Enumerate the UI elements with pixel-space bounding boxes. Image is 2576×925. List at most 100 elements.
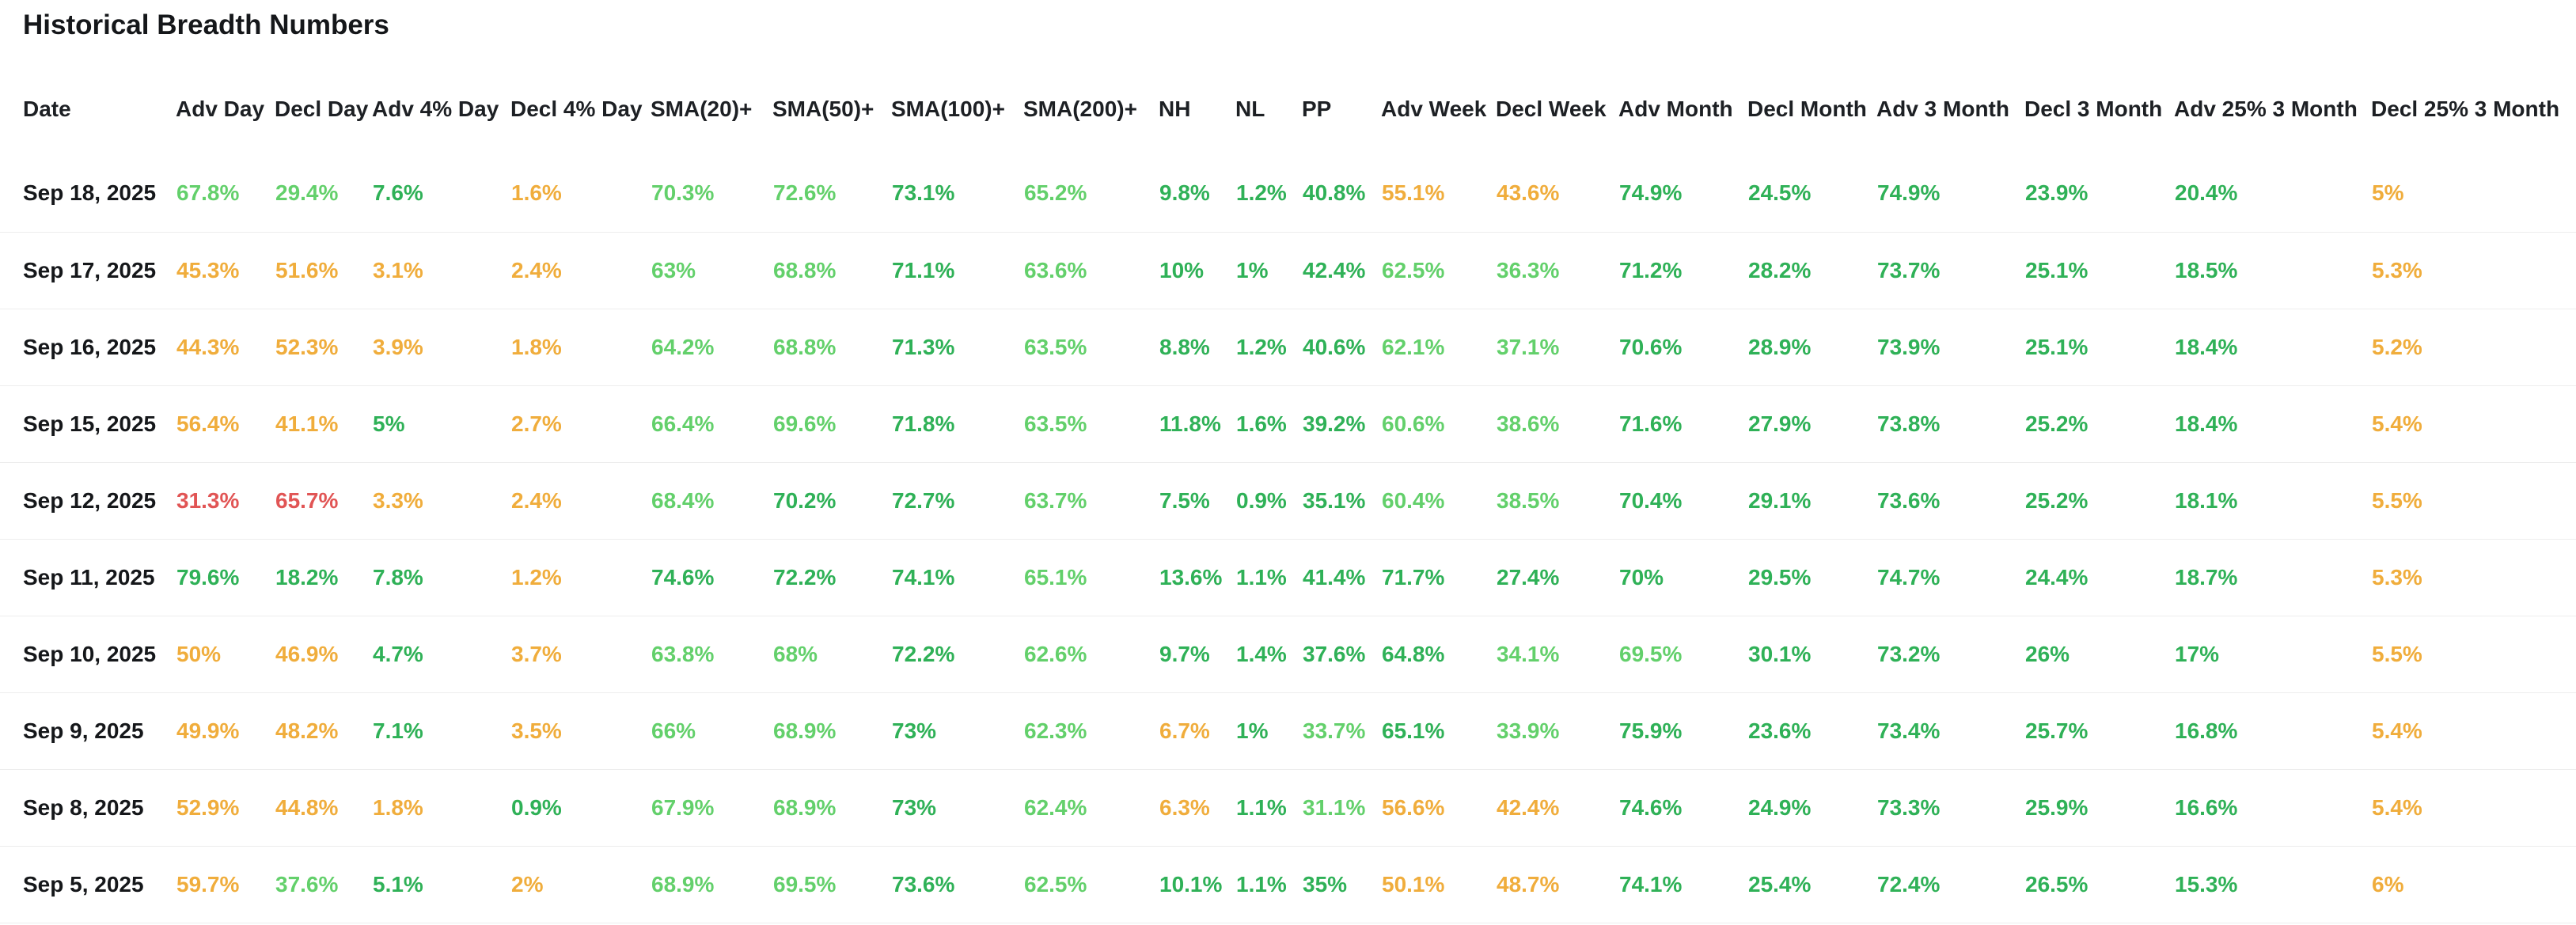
value-cell: 68.4% [651,462,772,540]
value-cell: 2.7% [510,385,651,463]
value-cell: 63.8% [651,616,772,693]
value-cell: 24.5% [1747,155,1876,233]
value-cell: 71.7% [1381,539,1496,616]
value-cell: 72.6% [772,155,891,233]
value-cell: 9.8% [1159,155,1235,233]
value-cell: 71.8% [891,385,1023,463]
value-cell: 72.4% [1876,846,2024,923]
value-cell: 10.1% [1159,846,1235,923]
value-cell: 74.1% [1618,846,1747,923]
value-cell: 74.9% [1876,155,2024,233]
value-cell: 48.7% [1496,846,1618,923]
column-header-adv-25-3-month: Adv 25% 3 Month [2174,97,2358,121]
value-cell: 25.2% [2024,385,2174,463]
value-cell: 16.6% [2174,769,2371,847]
column-header-adv-day: Adv Day [176,97,265,121]
value-cell: 50% [176,616,275,693]
value-cell: 72.2% [891,616,1023,693]
value-cell: 71.2% [1618,232,1747,309]
table-row: Sep 5, 2025 59.7% 37.6% 5.1% 2% 68.9% 69.5% 73.… [0,846,2576,923]
value-cell: 66% [651,692,772,770]
value-cell: 1.6% [1235,385,1302,463]
value-cell: 24.9% [1747,769,1876,847]
value-cell: 62.5% [1023,846,1159,923]
value-cell: 48.2% [275,692,372,770]
value-cell: 41.4% [1302,539,1381,616]
value-cell: 73.6% [1876,462,2024,540]
value-cell: 18.5% [2174,232,2371,309]
value-cell: 41.1% [275,385,372,463]
value-cell: 68.9% [772,692,891,770]
column-header-decl-3-month: Decl 3 Month [2024,97,2163,121]
value-cell: 62.5% [1381,232,1496,309]
value-cell: 1.8% [372,769,510,847]
value-cell: 75.9% [1618,692,1747,770]
value-cell: 72.7% [891,462,1023,540]
value-cell: 68% [772,616,891,693]
value-cell: 5.4% [2371,385,2576,463]
value-cell: 62.3% [1023,692,1159,770]
value-cell: 5.3% [2371,232,2576,309]
value-cell: 73% [891,769,1023,847]
value-cell: 25.2% [2024,462,2174,540]
value-cell: 31.3% [176,462,275,540]
value-cell: 62.6% [1023,616,1159,693]
value-cell: 66.4% [651,385,772,463]
value-cell: 7.6% [372,155,510,233]
value-cell: 74.6% [1618,769,1747,847]
value-cell: 0.9% [1235,462,1302,540]
column-header-decl-day: Decl Day [275,97,369,121]
value-cell: 63% [651,232,772,309]
value-cell: 3.5% [510,692,651,770]
value-cell: 25.7% [2024,692,2174,770]
value-cell: 5.5% [2371,462,2576,540]
column-header-adv-week: Adv Week [1381,97,1487,121]
value-cell: 26% [2024,616,2174,693]
column-header-decl-month: Decl Month [1747,97,1867,121]
value-cell: 1.2% [1235,309,1302,386]
column-header-adv-3-month: Adv 3 Month [1876,97,2009,121]
value-cell: 74.6% [651,539,772,616]
value-cell: 9.7% [1159,616,1235,693]
value-cell: 42.4% [1302,232,1381,309]
value-cell: 51.6% [275,232,372,309]
value-cell: 24.4% [2024,539,2174,616]
column-header-sma-100: SMA(100)+ [891,97,1005,121]
value-cell: 69.5% [1618,616,1747,693]
value-cell: 15.3% [2174,846,2371,923]
value-cell: 28.9% [1747,309,1876,386]
value-cell: 40.8% [1302,155,1381,233]
value-cell: 18.1% [2174,462,2371,540]
value-cell: 73.1% [891,155,1023,233]
value-cell: 5.4% [2371,769,2576,847]
value-cell: 65.7% [275,462,372,540]
value-cell: 39.2% [1302,385,1381,463]
value-cell: 3.3% [372,462,510,540]
page-title: Historical Breadth Numbers [23,9,389,40]
value-cell: 73% [891,692,1023,770]
value-cell: 70% [1618,539,1747,616]
value-cell: 29.1% [1747,462,1876,540]
value-cell: 7.5% [1159,462,1235,540]
value-cell: 3.9% [372,309,510,386]
value-cell: 25.1% [2024,309,2174,386]
value-cell: 5% [2371,155,2576,233]
value-cell: 70.3% [651,155,772,233]
value-cell: 64.2% [651,309,772,386]
value-cell: 65.1% [1023,539,1159,616]
value-cell: 1.8% [510,309,651,386]
value-cell: 37.6% [1302,616,1381,693]
value-cell: 42.4% [1496,769,1618,847]
value-cell: 37.6% [275,846,372,923]
value-cell: 73.8% [1876,385,2024,463]
column-header-date: Date [23,97,71,121]
value-cell: 49.9% [176,692,275,770]
table-row: Sep 18, 2025 67.8% 29.4% 7.6% 1.6% 70.3% 72.6%… [0,155,2576,233]
value-cell: 60.4% [1381,462,1496,540]
value-cell: 38.5% [1496,462,1618,540]
table-row: Sep 9, 2025 49.9% 48.2% 7.1% 3.5% 66% 68.9% 73%… [0,692,2576,770]
value-cell: 62.1% [1381,309,1496,386]
value-cell: 71.3% [891,309,1023,386]
value-cell: 68.8% [772,309,891,386]
value-cell: 72.2% [772,539,891,616]
